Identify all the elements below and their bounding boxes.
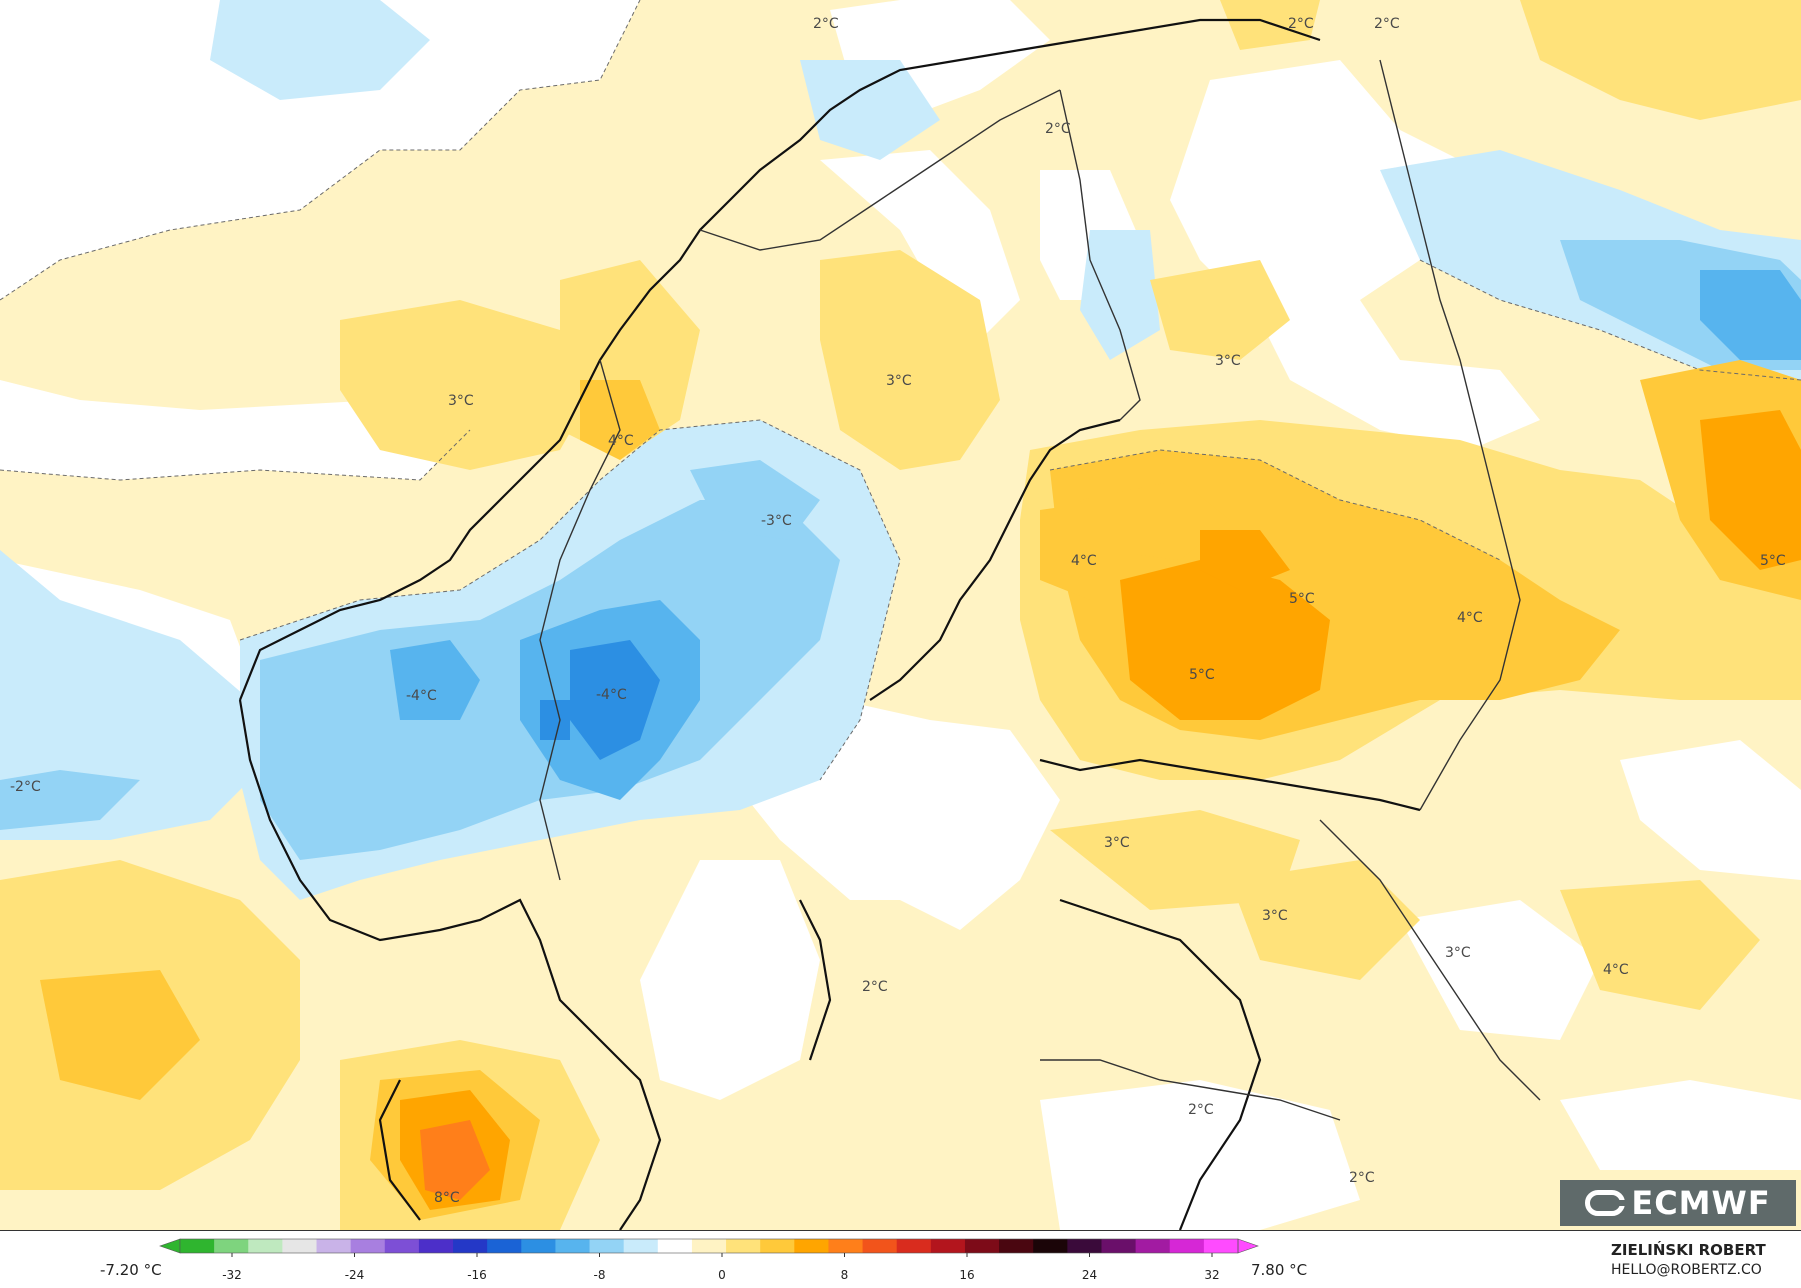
scale-cell — [316, 1239, 352, 1253]
temp-label: 5°C — [1189, 667, 1215, 683]
scale-cell — [726, 1239, 761, 1253]
author-email: HELLO@ROBERTZ.CO — [1611, 1262, 1762, 1278]
temp-label: 3°C — [1104, 835, 1130, 851]
scale-tick-label: 8 — [841, 1268, 849, 1282]
scale-cell — [862, 1239, 898, 1253]
color-scale: -32 -24 -16 -8 0 8 16 24 32 — [159, 1238, 1259, 1282]
temp-label: 3°C — [448, 393, 474, 409]
scale-cell — [896, 1239, 932, 1253]
scale-tick-label: 0 — [718, 1268, 726, 1282]
scale-cell — [657, 1239, 693, 1253]
min-value: -7.20 °C — [100, 1261, 162, 1279]
scale-cell — [418, 1239, 454, 1253]
temperature-anomaly-map: 2°C 2°C 2°C 2°C 3°C 3°C 3°C 4°C -3°C 4°C… — [0, 0, 1801, 1230]
temp-label: -2°C — [10, 779, 41, 795]
scale-cell — [691, 1239, 727, 1253]
temp-label: 3°C — [1215, 353, 1241, 369]
scale-cell — [555, 1239, 591, 1253]
scale-cell — [1067, 1239, 1102, 1253]
scale-cell — [794, 1239, 829, 1253]
max-value: 7.80 °C — [1251, 1261, 1308, 1279]
temperature-labels: 2°C 2°C 2°C 2°C 3°C 3°C 3°C 4°C -3°C 4°C… — [10, 16, 1786, 1206]
temp-label: 2°C — [1045, 121, 1071, 137]
contour-lines — [0, 0, 1801, 781]
scale-tick-label: -24 — [345, 1268, 365, 1282]
scale-cell — [623, 1239, 659, 1253]
scale-tick-label: -8 — [594, 1268, 606, 1282]
scale-cell — [248, 1239, 283, 1253]
color-scale-cells — [159, 1238, 1259, 1254]
scale-tick-label: -32 — [222, 1268, 242, 1282]
temp-label: 3°C — [1262, 908, 1288, 924]
scale-cell — [1203, 1239, 1239, 1253]
scale-tick-label: 32 — [1204, 1268, 1219, 1282]
ecmwf-mark-icon — [1585, 1190, 1627, 1216]
temp-label: 3°C — [886, 373, 912, 389]
temp-label: 2°C — [862, 979, 888, 995]
temp-label: -4°C — [596, 687, 627, 703]
scale-cell — [350, 1239, 386, 1253]
temp-label: 2°C — [1188, 1102, 1214, 1118]
scale-cell — [964, 1239, 1000, 1253]
scale-arrow-left — [159, 1238, 181, 1254]
scale-cell — [487, 1239, 522, 1253]
cold-anomaly-core — [540, 640, 660, 760]
country-borders — [539, 59, 1541, 1121]
scale-cell — [1101, 1239, 1137, 1253]
temp-label: 8°C — [434, 1190, 460, 1206]
temp-label: 4°C — [1457, 610, 1483, 626]
scale-cell — [1169, 1239, 1205, 1253]
temp-label: 2°C — [1349, 1170, 1375, 1186]
temp-label: 2°C — [813, 16, 839, 32]
temp-label: 5°C — [1289, 591, 1315, 607]
scale-cell — [384, 1239, 420, 1253]
scale-cell — [1135, 1239, 1171, 1253]
ecmwf-logo: ECMWF — [1560, 1180, 1796, 1226]
scale-cell — [282, 1239, 318, 1253]
scale-cell — [930, 1239, 966, 1253]
color-scale-ticks: -32 -24 -16 -8 0 8 16 24 32 — [222, 1253, 1220, 1282]
temp-label: 4°C — [608, 433, 634, 449]
scale-cell — [521, 1239, 556, 1253]
scale-border — [179, 1238, 1239, 1254]
legend-bar: -7.20 °C -32 -24 -16 -8 0 8 16 24 32 7.80 °C ZIE… — [0, 1230, 1801, 1288]
scale-cell — [453, 1239, 488, 1253]
scale-cell — [828, 1239, 864, 1253]
scale-tick-label: 24 — [1082, 1268, 1097, 1282]
temp-label: 4°C — [1603, 962, 1629, 978]
scale-cell — [999, 1239, 1034, 1253]
temp-label: -3°C — [761, 513, 792, 529]
scale-tick-label: 16 — [959, 1268, 974, 1282]
temp-label: -4°C — [406, 688, 437, 704]
temp-label: 2°C — [1288, 16, 1314, 32]
temp-label: 3°C — [1445, 945, 1471, 961]
warm-anomaly-peak — [420, 1120, 490, 1200]
temp-label: 2°C — [1374, 16, 1400, 32]
scale-tick-label: -16 — [467, 1268, 487, 1282]
temp-label: 5°C — [1760, 553, 1786, 569]
scale-arrow-right — [1237, 1238, 1259, 1254]
scale-cell — [589, 1239, 625, 1253]
ecmwf-logo-text: ECMWF — [1631, 1184, 1771, 1222]
coastlines — [238, 18, 1421, 1230]
temp-label: 4°C — [1071, 553, 1097, 569]
scale-cell — [760, 1239, 795, 1253]
scale-cell — [180, 1239, 215, 1253]
scale-cell — [1033, 1239, 1068, 1253]
scale-cell — [214, 1239, 249, 1253]
author-name: ZIELIŃSKI ROBERT — [1611, 1241, 1766, 1259]
